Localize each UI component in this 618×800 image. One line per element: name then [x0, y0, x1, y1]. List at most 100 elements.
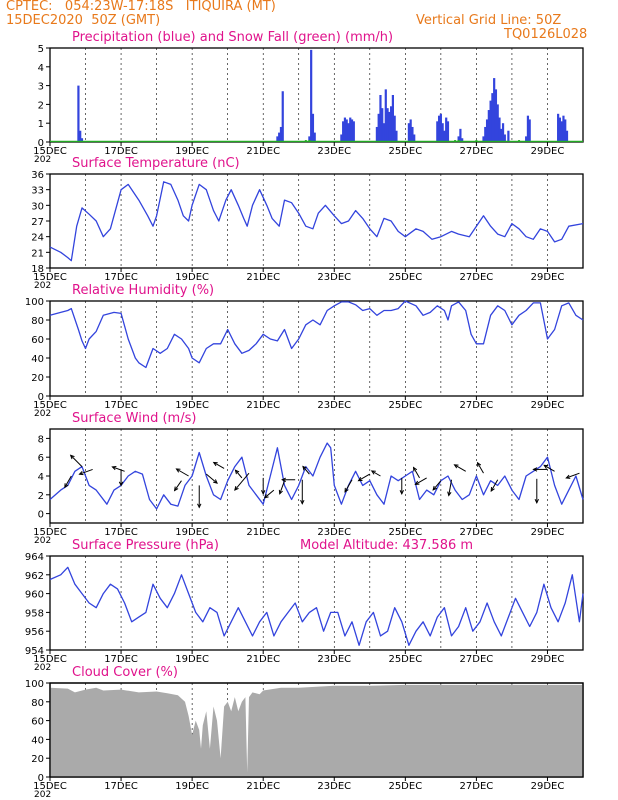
precip-bar [562, 115, 565, 142]
temp-x-tick-label: 15DEC [33, 272, 67, 283]
precip-bar [377, 113, 380, 142]
precip-bar [340, 134, 343, 142]
precip-bar [278, 132, 281, 142]
pressure-panel: 954 956 958 960 962 964 15DEC 17DEC 19DEC 21DEC 23… [25, 538, 584, 673]
precip-bar [379, 95, 382, 142]
precip-bar [485, 119, 489, 142]
pressure-y-tick-label: 956 [25, 627, 44, 638]
temp-series-line [49, 181, 584, 262]
wind-arrow [302, 465, 310, 475]
pressure-frame [49, 555, 584, 651]
precip-panel: 0 1 2 3 4 5 15DEC 17DEC 19DEC 21DEC 23DEC 25DEC 27DE… [33, 30, 584, 165]
precip-y-tick-label: 1 [38, 119, 44, 130]
rh-x-tick-label: 15DEC [33, 400, 67, 411]
precip-bar [409, 119, 412, 142]
precip-bar [558, 117, 562, 142]
rh-title: Relative Humidity (%) [72, 283, 214, 298]
precip-bar [342, 121, 345, 142]
precip-bar [80, 138, 84, 142]
precip-bar [276, 136, 279, 142]
wind-arrow [118, 469, 124, 487]
precip-bar [413, 134, 416, 142]
wind-series-line [49, 442, 584, 510]
precip-bar [308, 136, 311, 142]
wind-arrow [234, 469, 243, 479]
wind-x-tick-label: 27DEC [460, 527, 494, 538]
precip-bar [381, 108, 384, 142]
wind-arrow [173, 480, 182, 492]
precip-bar [484, 126, 487, 142]
wind-y-tick-label: 6 [38, 453, 44, 464]
temp-x-tick-label: 25DEC [388, 272, 422, 283]
wind-arrow [111, 465, 125, 472]
temp-title: Surface Temperature (nC) [72, 156, 240, 171]
wind-arrow [281, 477, 296, 482]
wind-year-label: 202 [34, 536, 51, 546]
precip-bar [507, 130, 510, 142]
pressure-y-tick-label: 958 [25, 608, 44, 619]
precip-bar [459, 128, 462, 142]
cloud-x-tick-label: 17DEC [104, 781, 138, 792]
precip-bar [500, 128, 503, 142]
wind-arrow [565, 472, 580, 479]
precip-x-tick-label: 29DEC [531, 146, 565, 157]
precip-bar [489, 100, 492, 142]
wind-arrow [175, 468, 189, 477]
rh-y-tick-label: 20 [31, 373, 44, 384]
wind-arrow [206, 473, 218, 484]
precip-bar [386, 108, 389, 142]
precip-bar [310, 49, 313, 142]
cloud-area [50, 684, 583, 777]
precip-bar [564, 119, 567, 142]
precip-bar [493, 78, 496, 142]
temp-y-tick-label: 36 [31, 170, 44, 181]
temp-x-tick-label: 21DEC [246, 272, 280, 283]
pressure-x-tick-label: 27DEC [460, 654, 494, 665]
precip-bar [281, 91, 284, 142]
pressure-x-tick-label: 29DEC [531, 654, 565, 665]
wind-arrow [234, 472, 250, 491]
rh-x-tick-label: 27DEC [460, 400, 494, 411]
cloud-y-tick-label: 100 [25, 679, 44, 690]
precip-year-label: 202 [34, 155, 51, 165]
wind-arrow [212, 461, 225, 469]
wind-arrow [476, 461, 484, 474]
temp-x-tick-label: 29DEC [531, 272, 565, 283]
precip-bar [382, 123, 386, 142]
precip-bar [349, 117, 352, 142]
temp-y-tick-label: 24 [31, 233, 44, 244]
temp-x-tick-label: 17DEC [104, 272, 138, 283]
precip-y-tick-label: 5 [38, 44, 44, 55]
temp-x-tick-label: 23DEC [317, 272, 351, 283]
precip-bar [77, 85, 80, 142]
wind-arrow [69, 454, 83, 467]
header-right-line1: Vertical Grid Line: 50Z [416, 13, 562, 28]
precip-bar [443, 130, 446, 142]
rh-x-tick-label: 23DEC [317, 400, 351, 411]
precip-y-tick-label: 2 [38, 100, 44, 111]
pressure-y-tick-label: 954 [25, 646, 44, 657]
precip-bar [494, 89, 498, 142]
precip-bar [350, 119, 354, 142]
precip-bar [525, 136, 528, 142]
precip-bar [446, 121, 450, 142]
temp-y-tick-label: 27 [31, 217, 44, 228]
temp-panel: 18 21 24 27 30 33 36 15DEC 17DEC 19DEC 21DEC 23DEC 2… [31, 156, 584, 291]
wind-x-tick-label: 19DEC [175, 527, 209, 538]
precip-bar [313, 132, 316, 142]
precip-bar [352, 121, 355, 142]
wind-x-tick-label: 21DEC [246, 527, 280, 538]
rh-series-line [49, 300, 584, 369]
pressure-y-tick-label: 960 [25, 590, 44, 601]
wind-frame [49, 428, 584, 524]
wind-x-tick-label: 25DEC [388, 527, 422, 538]
wind-arrow [278, 480, 285, 495]
precip-x-tick-label: 21DEC [246, 146, 280, 157]
rh-x-tick-label: 19DEC [175, 400, 209, 411]
precip-bar [439, 113, 442, 142]
wind-arrow [412, 466, 420, 479]
precip-y-tick-label: 3 [38, 82, 44, 93]
precip-y-tick-label: 4 [38, 63, 44, 74]
wind-y-tick-label: 8 [38, 434, 44, 445]
